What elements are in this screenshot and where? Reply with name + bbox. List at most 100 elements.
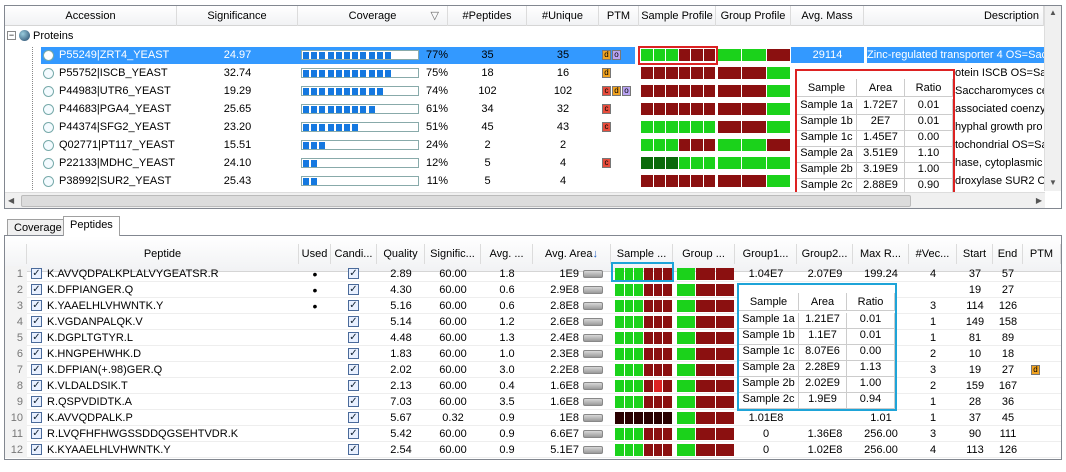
protein-row[interactable]: P55752|ISCB_YEAST 32.74 75% 18 16 d otein ISCB…	[5, 65, 1061, 82]
col-start[interactable]: Start	[957, 244, 993, 264]
sample-profile-block	[703, 103, 715, 115]
candidate-checkbox[interactable]: ✓	[348, 412, 359, 423]
col-significance[interactable]: Significance	[177, 6, 298, 26]
candidate-checkbox[interactable]: ✓	[348, 316, 359, 327]
peptide-vec: 1	[929, 316, 937, 328]
candidate-checkbox[interactable]: ✓	[348, 396, 359, 407]
peptide-checkbox[interactable]: ✓	[31, 412, 42, 423]
sample-profile-block	[691, 157, 703, 169]
peptide-row[interactable]: 5 ✓ K.DGPLTGTYR.L ✓ 4.48 60.00 1.3 2.4E8 1 81 89	[5, 330, 1061, 346]
col-significance[interactable]: Signific...	[425, 244, 481, 264]
col-group2[interactable]: Group2...	[797, 244, 853, 264]
filter-icon[interactable]: ▽	[430, 10, 439, 22]
peptide-checkbox[interactable]: ✓	[31, 316, 42, 327]
candidate-checkbox[interactable]: ✓	[348, 332, 359, 343]
candidate-checkbox[interactable]: ✓	[348, 364, 359, 375]
col-description[interactable]: Description	[864, 6, 1044, 26]
col-quality[interactable]: Quality	[377, 244, 425, 264]
peptide-row[interactable]: 1 ✓ K.AVVQDPALKPLALVYGEATSR.R • ✓ 2.89 60.00 1.…	[5, 266, 1061, 282]
col-maxr[interactable]: Max R...	[853, 244, 909, 264]
protein-row[interactable]: P44374|SFG2_YEAST 23.20 51% 45 43 c hyphal gro…	[5, 119, 1061, 136]
col-ptm[interactable]: PTM	[599, 6, 639, 26]
candidate-checkbox[interactable]: ✓	[348, 444, 359, 455]
collapse-icon[interactable]: −	[7, 30, 16, 40]
col-vec[interactable]: #Vec...	[909, 244, 957, 264]
col-peptide[interactable]: Peptide	[27, 244, 299, 264]
peptide-row[interactable]: 6 ✓ K.HNGPEHWHK.D ✓ 1.83 60.00 1.0 2.3E8 2 10 18	[5, 346, 1061, 362]
col-group[interactable]: Group ...	[673, 244, 735, 264]
col-unique[interactable]: #Unique	[527, 6, 599, 26]
candidate-checkbox[interactable]: ✓	[348, 268, 359, 279]
tree-line	[32, 101, 33, 118]
peptide-checkbox[interactable]: ✓	[31, 380, 42, 391]
peptide-row[interactable]: 11 ✓ R.LVQFHFHWGSSDDQGSEHTVDR.K ✓ 5.42 60.00 0…	[5, 426, 1061, 442]
tab-coverage[interactable]: Coverage	[7, 219, 69, 235]
candidate-checkbox[interactable]: ✓	[348, 428, 359, 439]
popup-cell: Sample 1c	[739, 345, 799, 361]
col-avg-mass[interactable]: Avg. Mass	[791, 6, 864, 26]
peptide-significance: 60.00	[439, 284, 467, 296]
peptide-row[interactable]: 3 ✓ K.YAAELHLVHWNTK.Y • ✓ 5.16 60.00 0.6 2.8E8 3 1…	[5, 298, 1061, 314]
col-ptm[interactable]: PTM	[1023, 244, 1061, 264]
peptide-checkbox[interactable]: ✓	[31, 300, 42, 311]
protein-row[interactable]: P44683|PGA4_YEAST 25.65 61% 34 32 c associated…	[5, 101, 1061, 118]
popup-cell: 0.00	[847, 345, 895, 361]
protein-row[interactable]: P44983|UTR6_YEAST 19.29 74% 102 102 c d o Saccha…	[5, 83, 1061, 100]
col-used[interactable]: Used	[299, 244, 331, 264]
sample-profile-block	[678, 175, 690, 187]
tab-peptides[interactable]: Peptides	[63, 216, 120, 236]
popup-cell: Sample 1a	[797, 99, 857, 115]
protein-row[interactable]: P55249|ZRT4_YEAST 24.97 77% 35 35 d o 29114 Zinc…	[5, 47, 1061, 64]
peptide-checkbox[interactable]: ✓	[31, 364, 42, 375]
col-peptides[interactable]: #Peptides	[448, 6, 527, 26]
scroll-thumb[interactable]	[21, 195, 911, 207]
peptide-row[interactable]: 7 ✓ K.DFPIAN(+.98)GER.Q ✓ 2.02 60.00 3.0 2.2E8 3…	[5, 362, 1061, 378]
peptide-checkbox[interactable]: ✓	[31, 348, 42, 359]
peptide-checkbox[interactable]: ✓	[31, 396, 42, 407]
candidate-checkbox[interactable]: ✓	[348, 348, 359, 359]
coverage-segment	[311, 178, 318, 185]
peptide-row[interactable]: 8 ✓ K.VLDALDSIK.T ✓ 2.13 60.00 0.4 1.6E8 2 159 167	[5, 378, 1061, 394]
candidate-checkbox[interactable]: ✓	[348, 380, 359, 391]
col-sample-profile[interactable]: Sample Profile	[639, 6, 716, 26]
scroll-left-icon[interactable]: ◀	[8, 196, 15, 205]
peptide-row[interactable]: 9 ✓ R.QSPVDIDTK.A ✓ 7.03 60.00 3.5 1.6E8 1 28 36	[5, 394, 1061, 410]
scroll-up-icon[interactable]: ▲	[1049, 8, 1057, 17]
protein-row[interactable]: Q02771|PT117_YEAST 15.51 24% 2 2 tochondrial …	[5, 137, 1061, 154]
peptide-checkbox[interactable]: ✓	[31, 284, 42, 295]
col-end[interactable]: End	[993, 244, 1023, 264]
peptide-checkbox[interactable]: ✓	[31, 444, 42, 455]
coverage-segment	[376, 88, 383, 95]
vertical-scrollbar[interactable]: ▲ ▼	[1044, 6, 1061, 191]
area-bar	[583, 334, 603, 342]
protein-row[interactable]: P22133|MDHC_YEAST 24.10 12% 5 4 c hase, cytopl…	[5, 155, 1061, 172]
candidate-checkbox[interactable]: ✓	[348, 300, 359, 311]
col-sample[interactable]: Sample ...	[611, 244, 673, 264]
col-avg[interactable]: Avg. ...	[481, 244, 533, 264]
popup-cell: 0.01	[847, 313, 895, 329]
coverage-segment	[352, 70, 359, 77]
scroll-down-icon[interactable]: ▼	[1049, 178, 1057, 187]
col-avg-area-label: Avg. Area	[545, 248, 593, 260]
group-profile-block	[696, 412, 715, 424]
col-accession[interactable]: Accession	[5, 6, 177, 26]
col-group1[interactable]: Group1...	[735, 244, 797, 264]
peptide-row[interactable]: 12 ✓ K.KYAAELHLVHWNTK.Y ✓ 2.54 60.00 0.9 5.1E7 0…	[5, 442, 1061, 458]
col-group-profile[interactable]: Group Profile	[716, 6, 791, 26]
horizontal-scrollbar[interactable]: ◀ ▶	[5, 192, 1045, 208]
col-avg-area[interactable]: Avg. Area↓	[533, 244, 611, 264]
protein-row[interactable]: P38992|SUR2_YEAST 25.43 11% 5 4 droxylase SUR…	[5, 173, 1061, 190]
peptide-row[interactable]: 4 ✓ K.VGDANPALQK.V ✓ 5.14 60.00 1.2 2.6E8 1 149 15…	[5, 314, 1061, 330]
peptide-checkbox[interactable]: ✓	[31, 268, 42, 279]
protein-coverage: 12%	[425, 157, 448, 169]
candidate-checkbox[interactable]: ✓	[348, 284, 359, 295]
scroll-right-icon[interactable]: ▶	[1035, 196, 1042, 205]
peptide-row[interactable]: 2 ✓ K.DFPIANGER.Q • ✓ 4.30 60.00 0.6 2.9E8 19 27	[5, 282, 1061, 298]
peptide-checkbox[interactable]: ✓	[31, 428, 42, 439]
col-candidate[interactable]: Candi...	[331, 244, 377, 264]
peptide-checkbox[interactable]: ✓	[31, 332, 42, 343]
tree-node-icon	[43, 104, 54, 115]
peptide-row[interactable]: 10 ✓ K.AVVQDPALK.P ✓ 5.67 0.32 0.9 1E8 1.01E8 1.0…	[5, 410, 1061, 426]
tree-root[interactable]: − Proteins	[5, 28, 1061, 44]
col-coverage[interactable]: Coverage ▽	[298, 6, 448, 26]
